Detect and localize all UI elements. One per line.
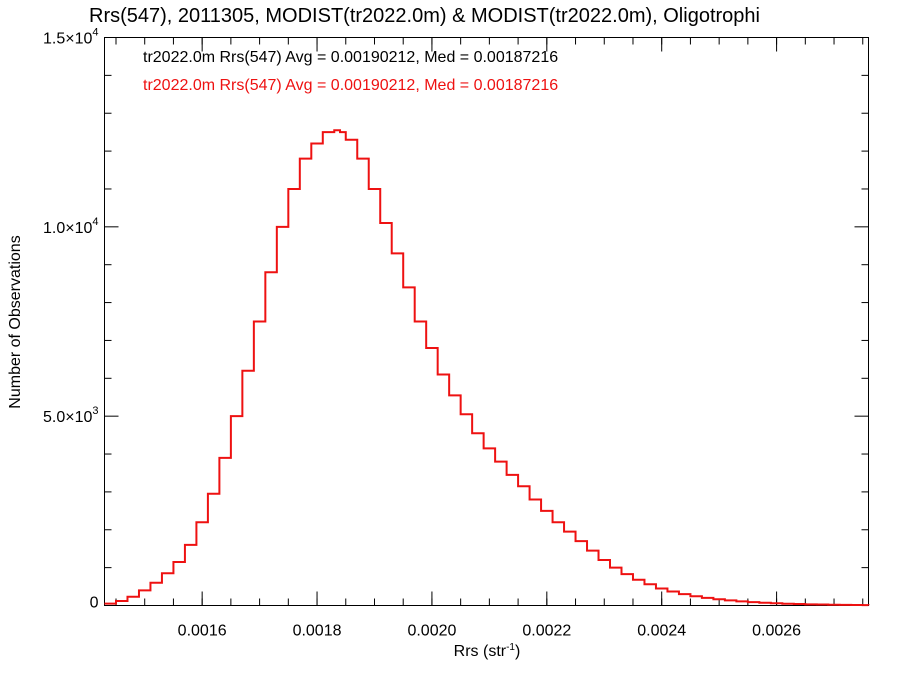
x-axis-label: Rrs (str-1) <box>454 642 521 660</box>
histogram-series-line <box>104 129 870 607</box>
x-tick-label: 0.0016 <box>178 623 227 640</box>
y-tick-label: 1.0×104 <box>43 216 99 237</box>
chart-title: Rrs(547), 2011305, MODIST(tr2022.0m) & M… <box>89 5 760 27</box>
y-tick-label: 1.5×104 <box>43 27 99 48</box>
y-tick-label: 0 <box>90 595 99 612</box>
x-tick-label: 0.0022 <box>522 623 571 640</box>
x-tick-label: 0.0018 <box>293 623 342 640</box>
x-tick-label: 0.0020 <box>407 623 456 640</box>
y-tick-label: 5.0×103 <box>43 405 99 426</box>
annotation-text: tr2022.0m Rrs(547) Avg = 0.00190212, Med… <box>143 49 558 66</box>
x-tick-label: 0.0026 <box>752 623 801 640</box>
y-axis-label: Number of Observations <box>7 235 24 408</box>
annotation-text: tr2022.0m Rrs(547) Avg = 0.00190212, Med… <box>143 77 558 94</box>
x-tick-label: 0.0024 <box>637 623 686 640</box>
plot-frame <box>104 37 869 606</box>
